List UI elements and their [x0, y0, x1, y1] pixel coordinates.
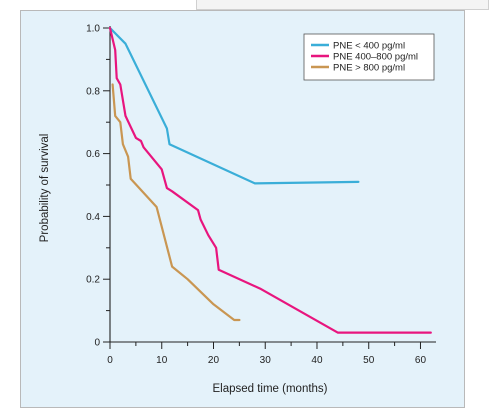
y-tick-label: 0.2 — [86, 275, 100, 286]
y-tick-label: 0.4 — [86, 212, 100, 223]
legend-label: PNE 400–800 pg/ml — [333, 52, 418, 63]
y-tick-label: 0.8 — [86, 86, 100, 97]
x-axis-title: Elapsed time (months) — [212, 383, 327, 395]
x-tick-label: 40 — [311, 355, 323, 366]
x-tick-label: 30 — [260, 355, 272, 366]
series-line-2 — [108, 26, 432, 334]
y-tick-label: 1.0 — [86, 24, 100, 35]
y-tick-label: 0 — [94, 338, 100, 349]
series-lines — [108, 26, 432, 334]
series-line-3 — [111, 83, 241, 322]
y-tick-label: 0.6 — [86, 149, 100, 160]
legend-label: PNE > 800 pg/ml — [333, 63, 405, 74]
x-tick-label: 0 — [107, 355, 113, 366]
x-tick-label: 50 — [363, 355, 375, 366]
y-axis-title: Probability of survival — [39, 134, 51, 243]
legend-label: PNE < 400 pg/ml — [333, 41, 405, 52]
x-tick-label: 20 — [208, 355, 220, 366]
x-tick-label: 10 — [156, 355, 168, 366]
x-tick-label: 60 — [415, 355, 427, 366]
series-line-1 — [108, 26, 360, 185]
axes: 0 0.2 0.4 0.6 0.8 1.0 0 10 20 30 40 50 60 — [86, 24, 436, 366]
